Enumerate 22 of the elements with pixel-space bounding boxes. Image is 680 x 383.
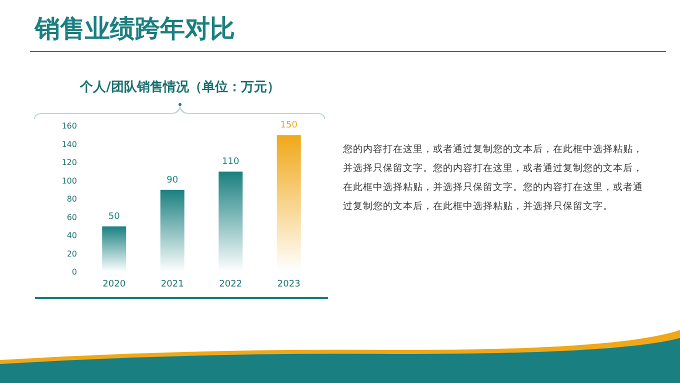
x-tick-label: 2023 <box>277 280 300 290</box>
y-tick-label: 160 <box>62 122 77 130</box>
bar <box>160 190 184 272</box>
y-tick-label: 40 <box>66 231 77 240</box>
y-tick-label: 60 <box>66 212 77 222</box>
chart-subtitle: 个人/团队销售情况（单位：万元） <box>79 79 281 96</box>
x-tick-label: 2021 <box>160 280 184 290</box>
y-tick-label: 100 <box>62 176 77 186</box>
y-tick-label: 80 <box>66 194 77 204</box>
y-tick-label: 20 <box>66 249 77 258</box>
chart-title: 销售业绩跨年对比 <box>35 13 235 45</box>
x-tick-label: 2022 <box>219 280 242 290</box>
bar <box>102 226 126 272</box>
data-label: 50 <box>108 212 120 222</box>
data-label: 150 <box>280 120 298 131</box>
x-tick-label: 2020 <box>102 280 126 290</box>
data-label: 110 <box>222 157 240 168</box>
text: 您的内容打在这里，或者通过复制您的文本后，在此框中选择粘贴，并选择只保留文字。您的内容打在这里，或者通过复制您的文本后，在此框中选择粘贴，并选择只保留文字。您的内容打在这里，或者通过复制您的文本后，在此框中选择粘贴，并选择只保留文字。 <box>343 143 644 214</box>
y-tick-label: 120 <box>62 158 77 167</box>
y-tick-label: 140 <box>62 140 77 149</box>
data-label: 90 <box>166 175 178 186</box>
y-tick-label: 0 <box>72 268 77 276</box>
